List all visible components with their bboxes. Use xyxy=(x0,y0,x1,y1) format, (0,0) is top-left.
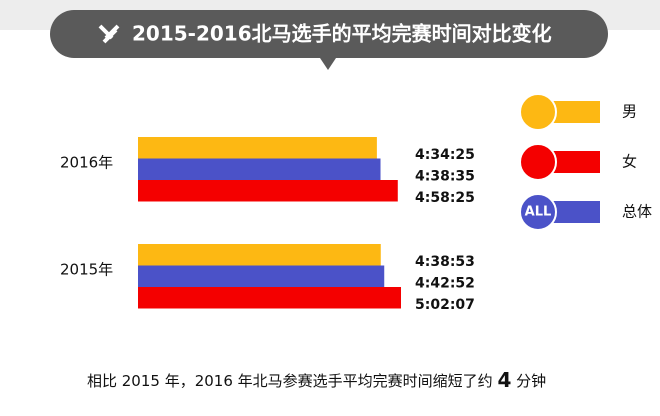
legend-icon xyxy=(519,93,557,131)
category-label: 2016年 xyxy=(60,154,113,172)
footnote-text: 分钟 xyxy=(516,372,546,390)
value-label: 4:42:52 xyxy=(415,275,475,291)
legend-label: 总体 xyxy=(622,203,652,221)
bar xyxy=(138,158,381,180)
legend-label: 男 xyxy=(622,103,637,121)
footnote-text: 相比 2015 年，2016 年北马参赛选手平均完赛时间缩短了约 xyxy=(87,372,493,390)
bar xyxy=(138,287,401,309)
legend-icon xyxy=(519,193,557,231)
category-label: 2015年 xyxy=(60,261,113,279)
legend-label: 女 xyxy=(622,153,637,171)
title-pill xyxy=(50,10,608,58)
logo xyxy=(98,24,120,44)
value-label: 4:38:53 xyxy=(415,254,475,270)
bar xyxy=(138,137,377,159)
chart-title: 2015-2016北马选手的平均完赛时间对比变化 xyxy=(132,22,552,46)
legend-icon xyxy=(519,143,557,181)
bar xyxy=(138,244,381,266)
value-label: 5:02:07 xyxy=(415,297,475,313)
value-label: 4:58:25 xyxy=(415,190,475,206)
value-label: 4:38:35 xyxy=(415,168,475,184)
value-label: 4:34:25 xyxy=(415,147,475,163)
title-pointer xyxy=(320,58,336,70)
legend-swatch xyxy=(548,201,600,223)
footnote-number: 4 xyxy=(497,368,511,392)
legend-swatch xyxy=(548,151,600,173)
legend-swatch xyxy=(548,101,600,123)
footnote: 相比 2015 年，2016 年北马参赛选手平均完赛时间缩短了约 4 分钟 xyxy=(87,368,546,392)
bar xyxy=(138,265,385,287)
legend-badge: ALL xyxy=(525,205,552,220)
bar xyxy=(138,180,398,202)
